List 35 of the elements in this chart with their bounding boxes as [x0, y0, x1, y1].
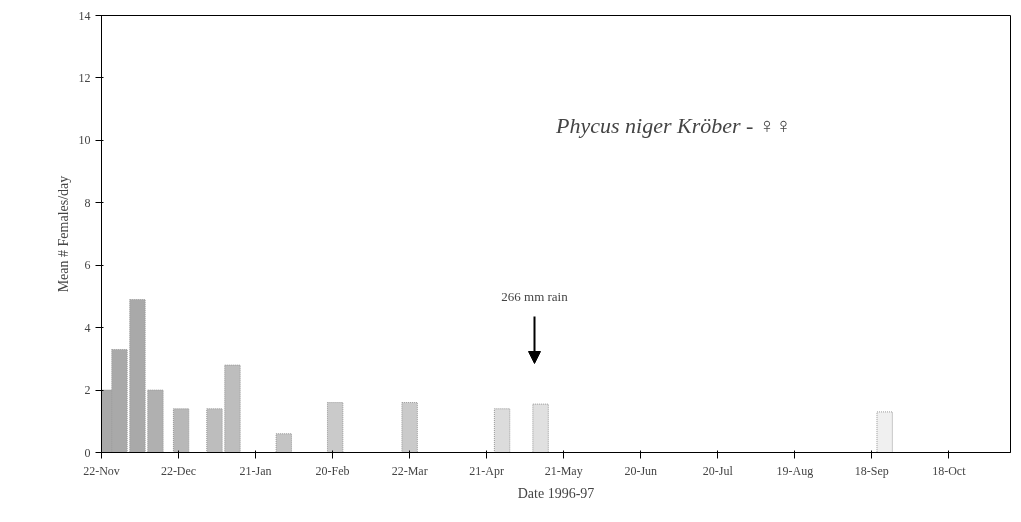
bar: [532, 403, 549, 453]
x-tick-label: 21-Apr: [469, 463, 505, 478]
x-axis-title: Date 1996-97: [517, 485, 595, 501]
y-tick-label: 2: [84, 383, 91, 398]
x-tick-label: 22-Nov: [83, 463, 120, 478]
bar: [172, 408, 190, 453]
x-tick-label: 18-Sep: [854, 463, 889, 478]
bar: [275, 433, 293, 453]
bar: [876, 411, 893, 453]
bar: [206, 408, 223, 453]
bar: [129, 299, 146, 453]
bar: [147, 389, 164, 453]
bar: [493, 408, 511, 453]
text: Phycus niger Kröber - ♀♀: [555, 112, 792, 138]
bar: [401, 402, 418, 453]
y-tick-label: 10: [78, 133, 91, 148]
y-tick-label: 12: [78, 70, 91, 85]
x-tick-label: 20-Feb: [315, 463, 350, 478]
y-tick-label: 8: [84, 195, 91, 210]
x-tick-label: 22-Dec: [160, 463, 197, 478]
x-tick-label: 20-Jul: [702, 463, 734, 478]
bar: [224, 364, 241, 453]
y-tick-label: 6: [84, 258, 91, 273]
y-tick-label: 4: [84, 320, 91, 335]
x-tick-label: 19-Aug: [776, 463, 814, 478]
x-tick-label: 22-Mar: [391, 463, 428, 478]
y-axis-title: Mean # Females/day: [55, 175, 71, 293]
x-tick-label: 21-Jan: [239, 463, 272, 478]
x-tick-label: 20-Jun: [624, 463, 658, 478]
y-tick-label: 0: [84, 445, 91, 460]
annotation: 266 mm rain: [501, 288, 569, 304]
x-tick-label: 21-May: [544, 463, 583, 478]
x-tick-label: 18-Oct: [932, 463, 967, 478]
bar: [326, 402, 344, 453]
y-tick-label: 14: [78, 8, 91, 23]
